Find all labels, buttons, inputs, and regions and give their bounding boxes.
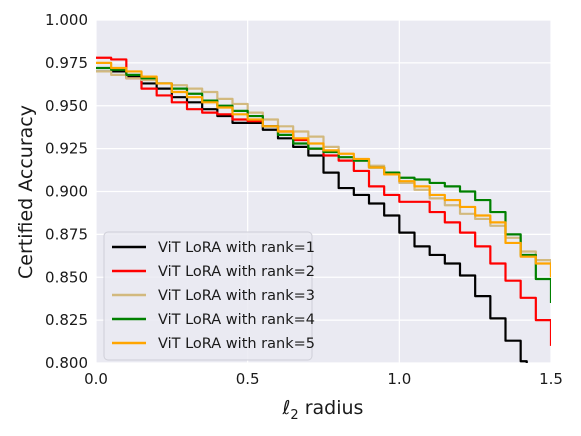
legend-entry: ViT LoRA with rank=5	[158, 336, 315, 352]
y-axis-label: Certified Accuracy	[15, 105, 37, 279]
legend: ViT LoRA with rank=1 ViT LoRA with rank=2…	[103, 231, 315, 361]
y-tick-label: 0.825	[45, 311, 88, 329]
x-tick-label: 1.0	[387, 370, 411, 388]
x-tick-labels: 0.0 0.5 1.0 1.5	[84, 370, 563, 388]
x-axis-label-main: ℓ	[282, 397, 291, 419]
legend-entry: ViT LoRA with rank=3	[158, 288, 315, 304]
y-tick-label: 0.975	[45, 54, 88, 72]
y-tick-labels: 0.800 0.825 0.850 0.875 0.900 0.925 0.950 0.975…	[45, 11, 88, 372]
legend-entry: ViT LoRA with rank=4	[158, 312, 315, 328]
y-tick-label: 0.950	[45, 97, 88, 115]
legend-entry: ViT LoRA with rank=2	[158, 264, 315, 280]
legend-entry: ViT LoRA with rank=1	[158, 240, 315, 256]
x-axis-label: ℓ2 radius	[282, 397, 364, 423]
y-tick-label: 1.000	[45, 11, 88, 29]
y-tick-label: 0.875	[45, 225, 88, 243]
x-tick-label: 0.5	[236, 370, 260, 388]
y-tick-label: 0.900	[45, 183, 88, 201]
series-lines	[96, 56, 551, 363]
series-line-rank-1	[96, 70, 528, 363]
x-axis-label-rest: radius	[299, 397, 364, 419]
x-axis-label-subscript: 2	[290, 408, 298, 423]
legend-box	[103, 231, 313, 361]
y-tick-label: 0.850	[45, 268, 88, 286]
x-tick-label: 0.0	[84, 370, 108, 388]
x-tick-label: 1.5	[539, 370, 563, 388]
y-tick-label: 0.800	[45, 354, 88, 372]
y-tick-label: 0.925	[45, 140, 88, 158]
series-line-rank-5	[96, 61, 551, 278]
